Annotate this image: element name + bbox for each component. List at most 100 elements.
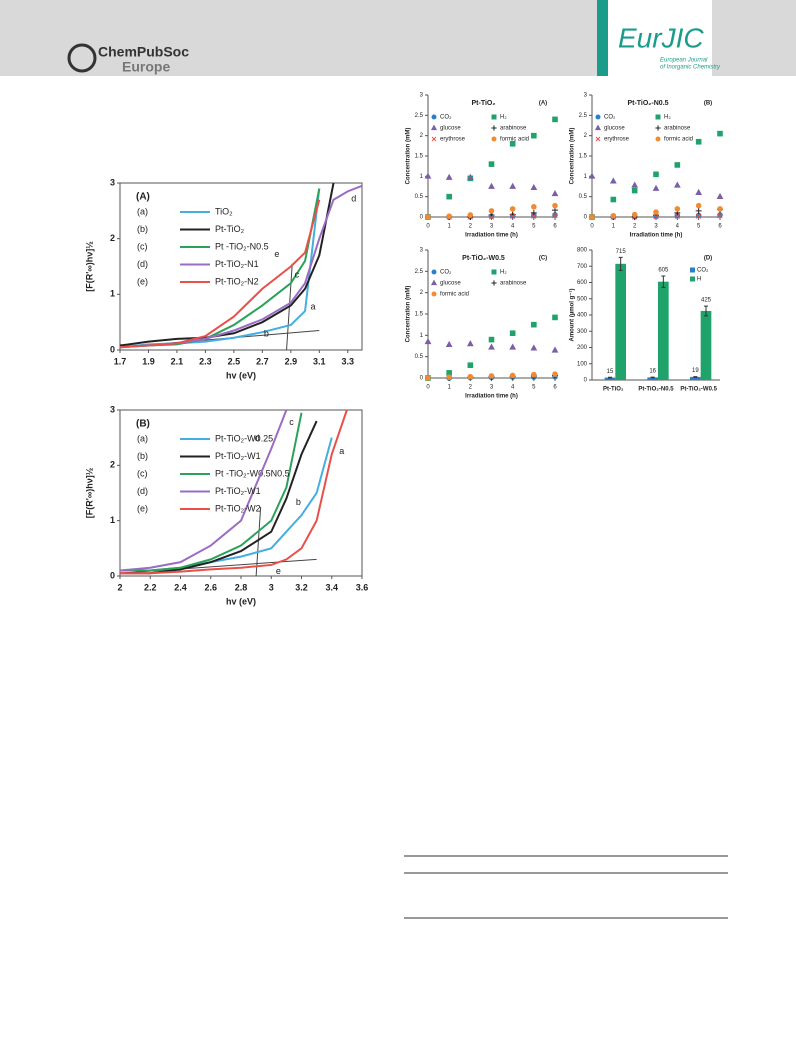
point	[551, 190, 559, 197]
legend-marker	[594, 124, 602, 131]
point	[610, 196, 617, 203]
x-tick-label: 3.3	[342, 356, 355, 366]
point	[488, 336, 495, 343]
point	[717, 213, 723, 219]
legend-label: Pt-TiO₂-N2	[215, 276, 259, 286]
point	[446, 374, 452, 380]
x-axis-label: hv (eV)	[226, 370, 256, 380]
point	[446, 193, 452, 200]
x-tick-label: 1.7	[114, 356, 127, 366]
bar	[658, 281, 669, 380]
legend-label: glucose	[604, 126, 625, 132]
x-tick-label: 4	[511, 224, 515, 230]
value-label: 16	[649, 369, 656, 375]
y-tick-label: 0	[584, 215, 588, 221]
point	[467, 212, 474, 218]
x-tick-label: Pt-TiO₂	[603, 387, 624, 393]
y-tick-label: 1	[584, 174, 588, 180]
legend-label: arabinose	[500, 126, 527, 132]
legend-key: (a)	[137, 433, 148, 443]
point	[488, 373, 495, 379]
x-tick-label: 3	[490, 385, 494, 391]
point	[488, 343, 495, 350]
y-tick-label: 0.5	[415, 194, 424, 200]
y-tick-label: 0	[584, 378, 588, 384]
point	[530, 344, 538, 351]
point	[466, 340, 474, 347]
point	[488, 161, 495, 167]
legend-label: Pt -TiO₂-W0.5N0.5	[215, 468, 290, 478]
curve-tag: b	[296, 497, 301, 507]
y-axis-label: [F(R'∞)hν]½	[84, 241, 94, 292]
point	[509, 141, 516, 147]
value-label: 605	[658, 268, 669, 274]
point	[424, 172, 432, 179]
y-tick-label: 2.5	[579, 113, 588, 119]
x-axis-label: Irradiation time (h)	[630, 233, 683, 239]
x-tick-label: 3	[654, 224, 658, 230]
y-axis-label: Concentration (mM)	[406, 286, 412, 343]
chart-title: Pt-TiO₂-W0.5	[462, 255, 505, 262]
x-tick-label: 3.2	[295, 582, 308, 592]
point	[674, 206, 681, 212]
curve-tag: d	[255, 433, 260, 443]
point	[653, 213, 659, 220]
error-bar	[618, 256, 623, 271]
legend-marker	[595, 136, 601, 142]
legend-marker	[431, 291, 437, 297]
panel-label: (A)	[539, 101, 547, 107]
legend-label: Pt -TiO₂-N0.5	[215, 241, 269, 251]
point	[588, 172, 596, 179]
y-tick-label: 700	[577, 264, 588, 270]
legend-key: (e)	[137, 276, 148, 286]
x-tick-label: 5	[697, 224, 701, 230]
point	[552, 116, 558, 123]
legend-marker	[491, 280, 497, 286]
error-bar	[704, 305, 708, 317]
y-tick-label: 300	[577, 329, 588, 335]
point	[488, 208, 495, 214]
y-tick-label: 1	[420, 333, 424, 339]
point	[509, 330, 516, 336]
point	[696, 213, 702, 219]
y-tick-label: 800	[577, 248, 588, 254]
point	[445, 340, 453, 348]
x-tick-label: 2.9	[285, 356, 298, 366]
legend-label: arabinose	[500, 281, 527, 287]
point	[717, 130, 723, 137]
header-accent	[597, 0, 608, 76]
y-tick-label: 2	[420, 133, 424, 139]
x-tick-label: 0	[426, 224, 430, 230]
x-tick-label: 3	[269, 582, 274, 592]
curve	[120, 420, 318, 575]
legend-label: Pt-TiO₂-N1	[215, 259, 259, 269]
point	[674, 213, 680, 219]
bar	[700, 310, 712, 380]
legend-swatch	[690, 267, 695, 273]
point	[551, 346, 559, 353]
point	[552, 213, 558, 219]
legend-key: (c)	[137, 241, 148, 251]
x-tick-label: 6	[553, 385, 557, 391]
y-tick-label: 1	[110, 289, 115, 299]
y-tick-label: 100	[577, 361, 588, 367]
chart-title: Pt-TiO₂-N0.5	[627, 100, 668, 107]
x-tick-label: 4	[676, 224, 680, 230]
point	[488, 214, 495, 220]
point	[509, 343, 517, 350]
x-tick-label: Pt-TiO₂-W0.5	[680, 387, 717, 393]
y-tick-label: 3	[110, 177, 115, 187]
legend-marker	[595, 114, 601, 120]
x-tick-label: 5	[532, 224, 536, 230]
point	[531, 132, 537, 139]
legend-label: CO₂	[697, 268, 709, 274]
x-tick-label: 2	[633, 224, 637, 230]
y-tick-label: 2	[110, 460, 115, 470]
legend-label: formic acid	[440, 292, 469, 298]
legend-marker	[491, 125, 497, 131]
point	[695, 188, 703, 195]
journal-logo-box	[608, 0, 712, 76]
curve-tag: c	[295, 270, 300, 280]
point	[552, 314, 558, 321]
